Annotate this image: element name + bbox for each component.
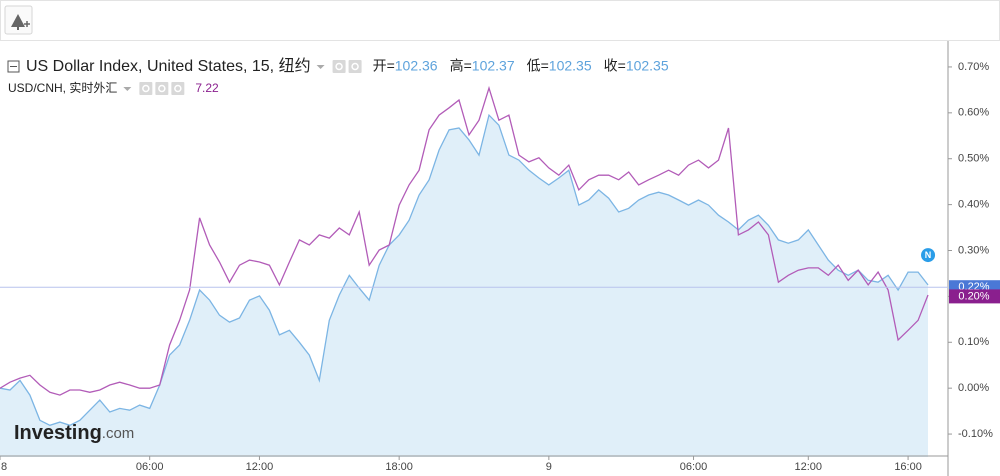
settings-icon: [332, 60, 346, 73]
stat-value: 102.35: [549, 58, 592, 74]
x-tick-label: 18:00: [385, 461, 413, 473]
watermark-suffix: .com: [102, 425, 135, 442]
y-tick-label: 0.40%: [958, 199, 989, 211]
close-icon-glyph: [174, 84, 182, 93]
settings-icon-glyph: [351, 62, 359, 71]
settings-icon-glyph: [158, 84, 166, 93]
watermark-brand: Investing: [14, 422, 102, 444]
x-tick-label: 12:00: [795, 461, 823, 473]
x-tick-label: 12:00: [246, 461, 274, 473]
event-marker-label: N: [925, 250, 932, 260]
stat-value: 102.36: [395, 58, 438, 74]
stat-label: 低=: [527, 58, 549, 74]
series-name: USD/CNH, 实时外汇: [8, 80, 117, 95]
last-value: 7.22: [195, 81, 219, 95]
y-tick-label: 0.60%: [958, 107, 989, 119]
settings-icon-glyph: [142, 84, 150, 93]
y-tick-label: -0.10%: [958, 428, 993, 440]
stat-label: 高=: [450, 58, 472, 74]
line: [0, 85, 929, 396]
dropdown-arrow: [123, 87, 132, 91]
stat-value: 102.35: [626, 58, 669, 74]
x-tick-label: 16:00: [894, 461, 922, 473]
stat-value: 102.37: [472, 58, 515, 74]
event-marker: [921, 248, 936, 263]
dropdown-arrow: [316, 65, 325, 69]
stat-label: 开=: [373, 58, 395, 74]
x-tick-label: 06:00: [680, 461, 708, 473]
x-tick-label: 06:00: [136, 461, 164, 473]
settings-icon: [155, 82, 169, 95]
y-tick-label: 0.00%: [958, 382, 989, 394]
x-tick-label: 8: [1, 461, 7, 473]
settings-icon: [139, 82, 153, 95]
close-icon: [171, 82, 185, 95]
y-tick-label: 0.10%: [958, 336, 989, 348]
y-tick-label: 0.30%: [958, 244, 989, 256]
toolbar: [0, 0, 1000, 41]
toolbar-button[interactable]: [4, 5, 33, 35]
area: [0, 115, 928, 457]
stat-label: 收=: [604, 58, 626, 74]
x-tick-label: 9: [546, 461, 552, 473]
line: [0, 113, 929, 427]
settings-icon: [348, 60, 362, 73]
y-tick-label: 0.70%: [958, 61, 989, 73]
watermark: Investing.com: [14, 422, 134, 444]
settings-icon-glyph: [335, 62, 343, 71]
y-tick-label: 0.50%: [958, 153, 989, 165]
price-badge: [949, 289, 1000, 304]
price-badge-label: 0.20%: [958, 290, 989, 302]
series-name: US Dollar Index, United States, 15, 纽约: [26, 57, 311, 75]
